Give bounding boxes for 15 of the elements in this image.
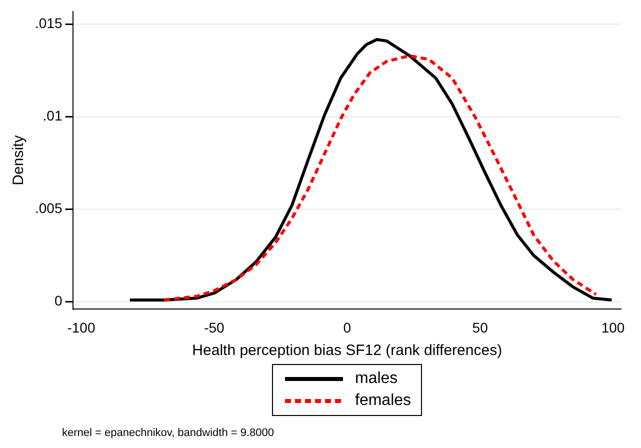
y-tick-label: .015 (35, 15, 62, 32)
legend-label: males (355, 370, 398, 388)
y-axis-title: Density (10, 134, 28, 186)
legend-label: females (355, 392, 412, 410)
x-tick-label: 0 (343, 319, 352, 336)
y-tick-label: .01 (42, 108, 62, 124)
x-tick-label: 100 (601, 319, 625, 336)
x-axis-title: Health perception bias SF12 (rank differences) (192, 342, 502, 360)
y-tick-label: .005 (35, 200, 62, 216)
y-tick-label: 0 (54, 292, 62, 309)
line-series (162, 54, 598, 302)
x-tick-label: 50 (472, 319, 488, 336)
x-tick-label: -50 (204, 319, 225, 336)
x-tick-label: -100 (67, 319, 96, 336)
text: kernel = epanechnikov, bandwidth = 9.8000 (62, 427, 274, 439)
